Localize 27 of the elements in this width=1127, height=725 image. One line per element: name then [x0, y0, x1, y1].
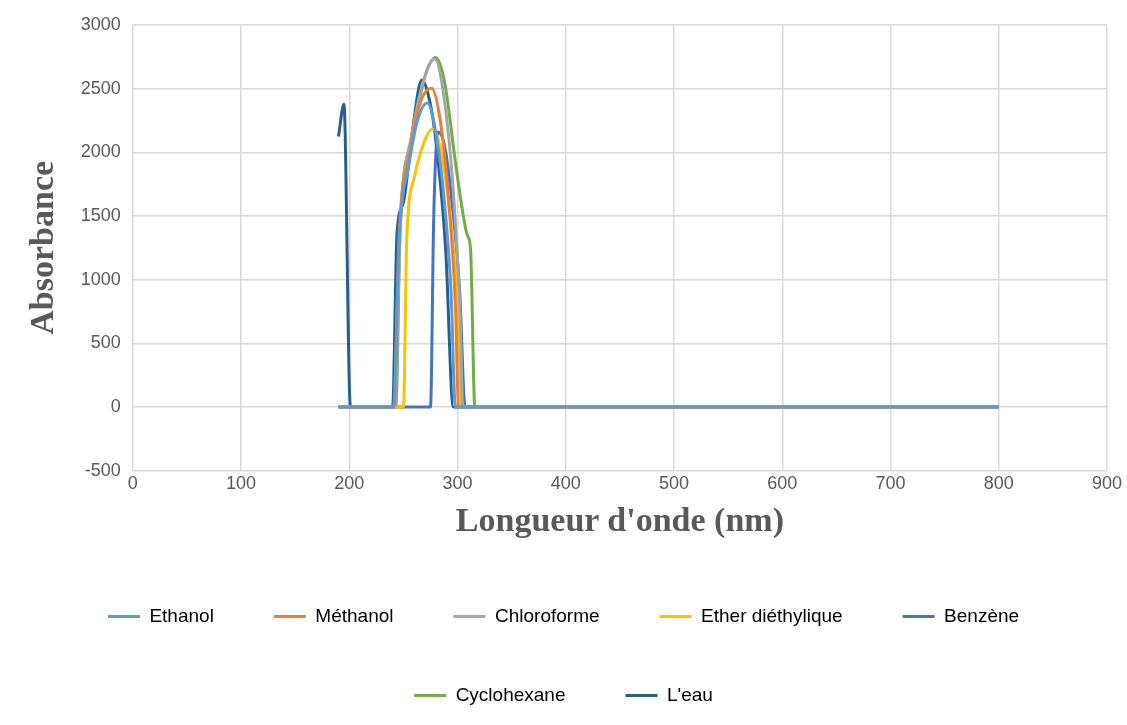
x-tick-label: 400: [550, 473, 581, 494]
x-tick-label: 800: [983, 473, 1014, 494]
legend-label: Cyclohexane: [455, 683, 566, 705]
y-tick-label: 2000: [80, 141, 121, 162]
y-tick-label: 1000: [80, 268, 121, 289]
y-tick-label: 3000: [80, 13, 121, 34]
x-tick-label: 300: [442, 473, 473, 494]
x-axis-title: Longueur d'onde (nm): [455, 501, 784, 540]
x-tick-label: 200: [334, 473, 365, 494]
legend-label: Ether diéthylique: [701, 604, 843, 626]
legend-label: Benzène: [944, 604, 1020, 626]
legend-label: L'eau: [666, 683, 713, 705]
x-tick-label: 700: [875, 473, 906, 494]
x-tick-label: 100: [226, 473, 257, 494]
y-tick-label: -500: [84, 459, 121, 480]
legend-label: Méthanol: [315, 604, 394, 626]
y-tick-label: 2500: [80, 77, 121, 98]
x-tick-label: 600: [767, 473, 798, 494]
legend-label: Ethanol: [149, 604, 214, 626]
y-tick-label: 1500: [80, 204, 121, 225]
y-tick-label: 500: [90, 332, 121, 353]
legend-label: Chloroforme: [495, 604, 600, 626]
x-tick-label: 900: [1091, 473, 1123, 494]
y-tick-label: 0: [110, 395, 121, 416]
x-tick-label: 500: [659, 473, 690, 494]
y-axis-title: Absorbance: [23, 160, 61, 335]
x-tick-label: 0: [127, 473, 138, 494]
